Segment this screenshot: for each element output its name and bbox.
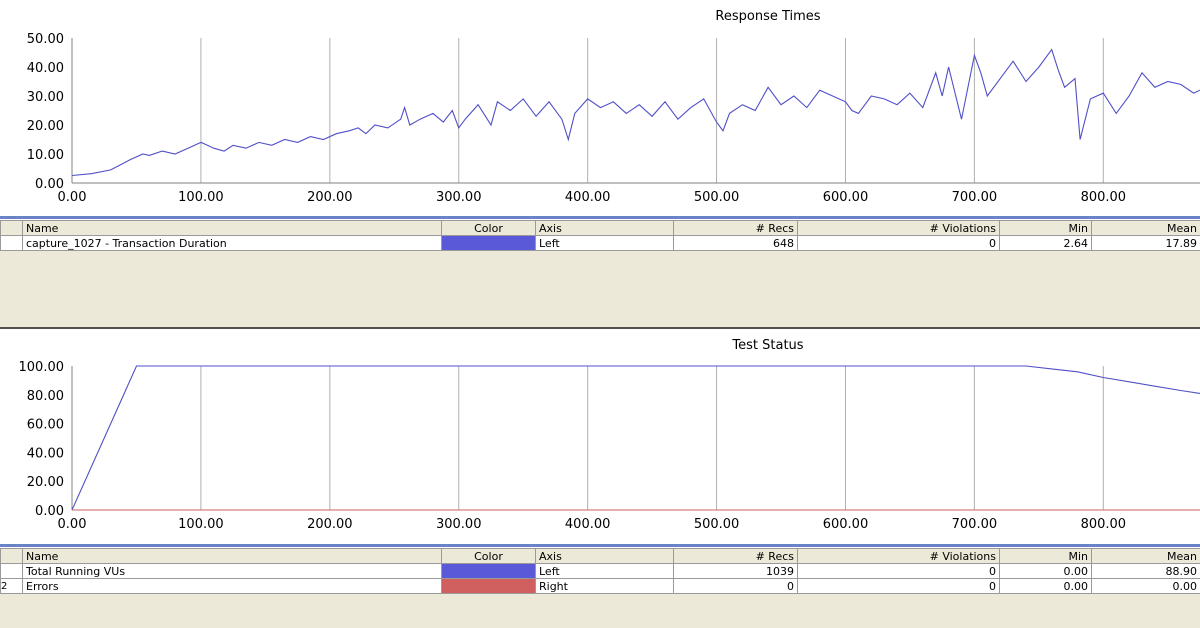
column-header-min[interactable]: Min xyxy=(999,220,1092,236)
legend-series-name: Total Running VUs xyxy=(22,563,442,579)
x-tick-label: 100.00 xyxy=(178,190,224,205)
y-tick-label: 80.00 xyxy=(27,389,64,404)
y-tick-label: 30.00 xyxy=(27,90,64,105)
x-tick-label: 500.00 xyxy=(694,190,740,205)
x-tick-label: 300.00 xyxy=(436,190,482,205)
y-axis-ticks: 0.00 20.00 40.00 60.00 80.00 100.00 xyxy=(19,360,65,519)
column-header-violations[interactable]: # Violations xyxy=(797,220,1000,236)
column-header-violations[interactable]: # Violations xyxy=(797,548,1000,564)
test-status-chart: Test Status 0.00 20.00 40.00 60.00 80.00 100.… xyxy=(19,338,1200,532)
legend-mean: 17.89 xyxy=(1091,235,1200,251)
column-header-mean[interactable]: Mean xyxy=(1091,548,1200,564)
legend-axis: Left xyxy=(535,563,674,579)
row-header-corner xyxy=(0,220,23,236)
column-header-axis[interactable]: Axis xyxy=(535,220,674,236)
column-header-name[interactable]: Name xyxy=(22,548,442,564)
y-tick-label: 0.00 xyxy=(35,177,64,192)
legend-mean: 88.90 xyxy=(1091,563,1200,579)
row-header[interactable] xyxy=(0,235,23,251)
y-axis-ticks: 0.00 10.00 20.00 30.00 40.00 50.00 xyxy=(27,32,64,192)
row-header[interactable] xyxy=(0,563,23,579)
y-tick-label: 20.00 xyxy=(27,119,64,134)
panel-divider xyxy=(0,216,1200,219)
x-tick-label: 500.00 xyxy=(694,517,740,532)
x-tick-label: 200.00 xyxy=(307,190,353,205)
legend-recs: 1039 xyxy=(673,563,798,579)
column-header-mean[interactable]: Mean xyxy=(1091,220,1200,236)
x-tick-label: 800.00 xyxy=(1081,190,1127,205)
legend-violations: 0 xyxy=(797,235,1000,251)
series-line-0 xyxy=(71,365,1200,511)
series-line-0 xyxy=(71,48,1200,177)
y-tick-label: 40.00 xyxy=(27,446,64,461)
gridlines xyxy=(71,366,1200,511)
x-tick-label: 600.00 xyxy=(823,190,869,205)
table-row[interactable]: 2 Errors Right 0 0 0.00 0.00 xyxy=(0,578,1200,594)
legend-recs: 648 xyxy=(673,235,798,251)
legend-min: 2.64 xyxy=(999,235,1092,251)
legend-color-swatch[interactable] xyxy=(441,235,536,251)
series-group xyxy=(71,365,1200,511)
legend-series-name: Errors xyxy=(22,578,442,594)
gridlines xyxy=(71,38,1200,184)
x-tick-label: 300.00 xyxy=(436,517,482,532)
response-times-chart: Response Times 0.00 10.00 20.00 30.00 40.00 5… xyxy=(27,9,1200,205)
legend-series-name: capture_1027 - Transaction Duration xyxy=(22,235,442,251)
legend-min: 0.00 xyxy=(999,563,1092,579)
column-header-recs[interactable]: # Recs xyxy=(673,548,798,564)
x-tick-label: 800.00 xyxy=(1081,517,1127,532)
column-header-name[interactable]: Name xyxy=(22,220,442,236)
y-tick-label: 40.00 xyxy=(27,61,64,76)
legend-min: 0.00 xyxy=(999,578,1092,594)
legend-axis: Left xyxy=(535,235,674,251)
y-tick-label: 20.00 xyxy=(27,475,64,490)
y-tick-label: 60.00 xyxy=(27,418,64,433)
x-tick-label: 400.00 xyxy=(565,517,611,532)
row-header-corner xyxy=(0,548,23,564)
x-tick-label: 0.00 xyxy=(58,517,87,532)
x-tick-label: 700.00 xyxy=(952,190,998,205)
x-tick-label: 400.00 xyxy=(565,190,611,205)
test-status-legend: Name Color Axis # Recs # Violations Min … xyxy=(0,548,1200,628)
legend-violations: 0 xyxy=(797,563,1000,579)
legend-color-swatch[interactable] xyxy=(441,563,536,579)
series-group xyxy=(71,48,1200,177)
legend-mean: 0.00 xyxy=(1091,578,1200,594)
x-tick-label: 100.00 xyxy=(178,517,224,532)
x-tick-label: 600.00 xyxy=(823,517,869,532)
y-tick-label: 50.00 xyxy=(27,32,64,47)
row-header[interactable]: 2 xyxy=(0,578,23,594)
x-tick-label: 700.00 xyxy=(952,517,998,532)
table-row[interactable]: Total Running VUs Left 1039 0 0.00 88.90 xyxy=(0,563,1200,579)
x-tick-label: 0.00 xyxy=(58,190,87,205)
y-tick-label: 100.00 xyxy=(19,360,65,375)
panel-divider xyxy=(0,544,1200,547)
column-header-recs[interactable]: # Recs xyxy=(673,220,798,236)
column-header-color[interactable]: Color xyxy=(441,548,536,564)
legend-recs: 0 xyxy=(673,578,798,594)
column-header-color[interactable]: Color xyxy=(441,220,536,236)
y-tick-label: 0.00 xyxy=(35,504,64,519)
x-axis-ticks: 0.00 100.00 200.00 300.00 400.00 500.00 600.00… xyxy=(58,190,1127,205)
x-tick-label: 200.00 xyxy=(307,517,353,532)
panel-border xyxy=(0,327,1200,329)
legend-color-swatch[interactable] xyxy=(441,578,536,594)
column-header-min[interactable]: Min xyxy=(999,548,1092,564)
table-row[interactable]: capture_1027 - Transaction Duration Left… xyxy=(0,235,1200,251)
legend-violations: 0 xyxy=(797,578,1000,594)
legend-axis: Right xyxy=(535,578,674,594)
y-tick-label: 10.00 xyxy=(27,148,64,163)
chart-title: Response Times xyxy=(715,9,820,24)
chart-title: Test Status xyxy=(731,338,803,353)
x-axis-ticks: 0.00 100.00 200.00 300.00 400.00 500.00 600.00… xyxy=(58,517,1127,532)
response-times-legend: Name Color Axis # Recs # Violations Min … xyxy=(0,220,1200,328)
column-header-axis[interactable]: Axis xyxy=(535,548,674,564)
